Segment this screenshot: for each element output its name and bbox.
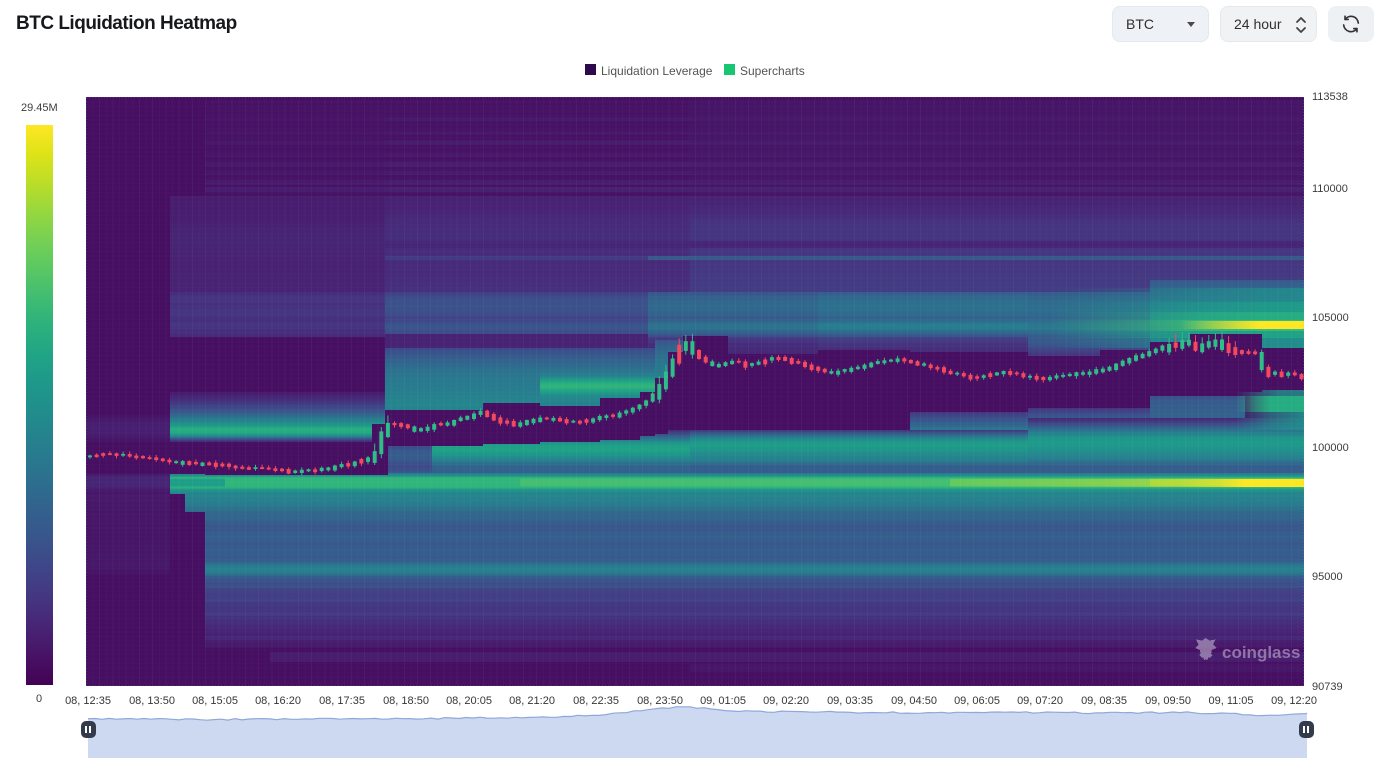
svg-text:coinglass: coinglass: [1222, 643, 1300, 662]
